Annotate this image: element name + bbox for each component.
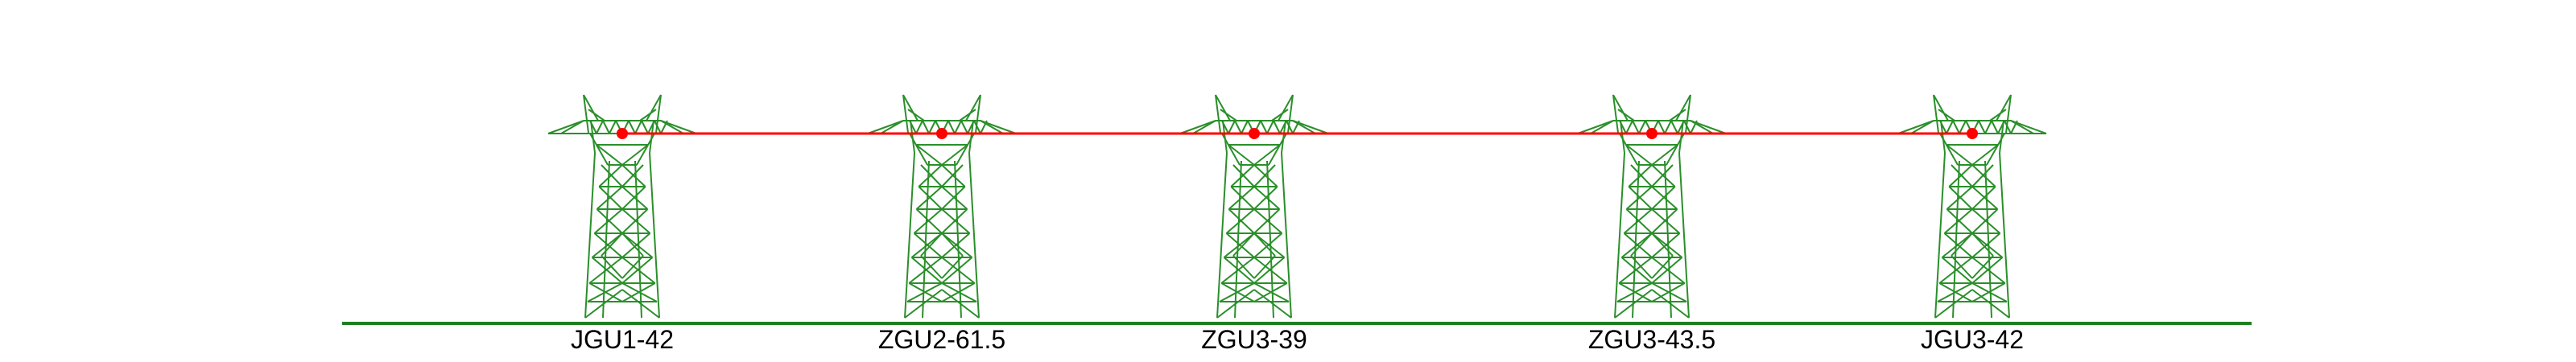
tower-label-4: ZGU3-43.5	[1587, 325, 1716, 354]
tower-4	[1577, 94, 1727, 319]
tower-label-3: ZGU3-39	[1201, 325, 1307, 354]
tower-label-5: JGU3-42	[1920, 325, 2025, 354]
attachment-point-4	[1646, 128, 1657, 139]
attachment-point-2	[936, 128, 947, 139]
tower-label-1: JGU1-42	[570, 325, 675, 354]
attachment-point-5	[1967, 128, 1978, 139]
tower-2	[867, 94, 1017, 319]
attachment-point-3	[1249, 128, 1260, 139]
tower-5	[1897, 94, 2047, 319]
tower-label-2: ZGU2-61.5	[877, 325, 1006, 354]
towers-layer	[547, 94, 2047, 319]
attachment-points-layer	[617, 128, 1978, 139]
tower-3	[1179, 94, 1329, 319]
attachment-point-1	[617, 128, 628, 139]
